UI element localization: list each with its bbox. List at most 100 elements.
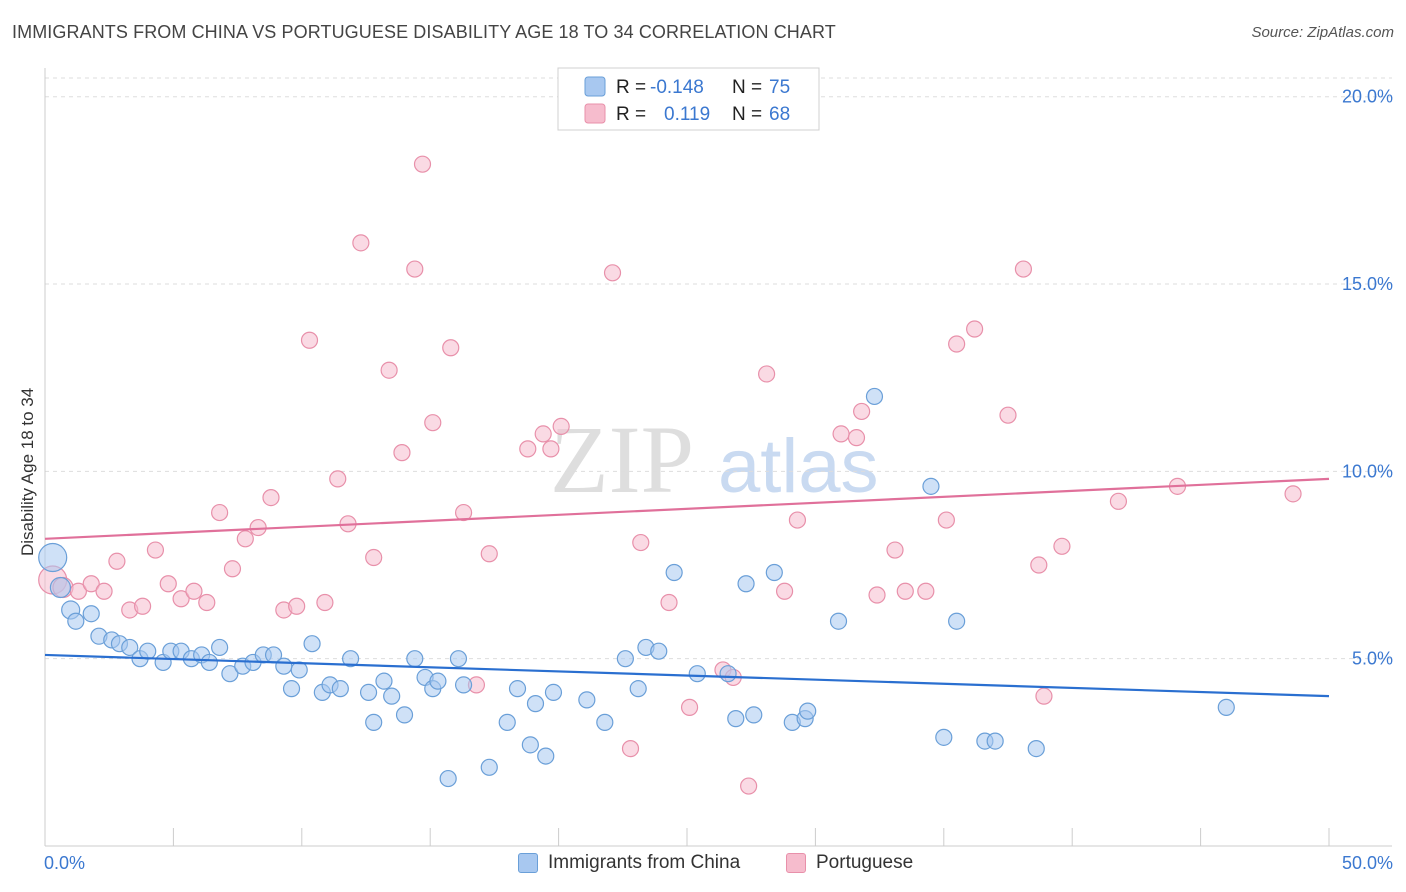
legend-swatch-china [584,76,606,97]
china-point [865,387,884,406]
legend-portuguese-r-label: R = [616,104,646,125]
y-tick-labels: 5.0% 10.0% 15.0% 20.0% [1342,87,1393,669]
legend-china-r-label: R = [616,77,646,98]
source-label: Source: ZipAtlas.com [1251,24,1394,41]
china-point [665,563,683,582]
portuguese-point [288,597,306,615]
china-point [521,736,539,754]
portuguese-point [853,402,871,421]
portuguese-point [937,511,955,529]
portuguese-point [534,425,552,443]
china-point [737,575,755,593]
china-point [67,612,85,630]
legend-portuguese-r-value: 0.119 [664,104,710,125]
portuguese-point [1014,260,1033,278]
china-point [596,713,614,731]
china-point [406,650,424,668]
portuguese-point [262,488,280,507]
portuguese-point [146,541,165,559]
portuguese-point [365,548,383,567]
portuguese-point [552,417,570,436]
portuguese-point [454,503,473,522]
china-point [454,676,473,694]
x-tick-label-min: 0.0% [44,853,85,873]
china-point [498,713,516,731]
china-point [948,612,966,630]
china-point [1217,698,1235,716]
y-tick-label: 15.0% [1342,274,1393,294]
portuguese-point [1030,556,1048,574]
trend-lines [44,477,1330,698]
portuguese-point [868,586,886,604]
portuguese-point [108,552,126,570]
portuguese-point [185,582,203,600]
portuguese-point [172,590,190,608]
legend-portuguese-n-label: N = [732,104,762,125]
portuguese-point [393,444,411,462]
portuguese-points [38,155,1302,795]
portuguese-point [133,597,152,615]
china-point [282,680,301,698]
portuguese-point [406,260,424,278]
legend-swatch-portuguese [584,103,606,124]
china-point [578,691,596,709]
portuguese-point [1284,485,1302,503]
legend-portuguese-n-value: 68 [769,104,790,125]
x-tick-label-max: 50.0% [1342,853,1393,873]
portuguese-point [896,582,914,600]
china-point [439,769,457,788]
legend-china-n-value: 75 [769,77,790,98]
portuguese-point [69,582,87,600]
china-point [986,732,1004,750]
china-point [200,653,218,672]
portuguese-point [775,582,794,600]
china-point [650,642,668,660]
china-point [38,542,68,573]
china-point [290,661,308,679]
portuguese-point [886,541,904,559]
china-point [544,683,563,702]
china-point [359,683,378,702]
china-point [765,563,783,582]
china-point [688,665,706,683]
china-point [275,657,293,675]
portuguese-point [82,575,100,593]
portuguese-point [680,698,699,716]
china-point [922,477,940,495]
portuguese-point [316,593,334,612]
portuguese-point [966,320,984,338]
portuguese-point [95,582,113,600]
axes [44,68,1392,847]
china-point [719,665,737,683]
portuguese-point [442,339,460,357]
portuguese-point [788,511,807,529]
y-tick-label: 5.0% [1352,649,1393,669]
china-point [508,680,527,698]
portuguese-point [352,234,370,252]
china-point [629,680,647,698]
bottom-legend-china: Immigrants from China [518,852,740,874]
china-point [480,758,498,776]
china-point [429,672,447,690]
portuguese-point [758,365,776,383]
stats-legend: R = -0.148 N = 75 R = 0.119 N = 68 [557,67,820,131]
portuguese-point [480,545,498,563]
china-point [526,695,545,713]
y-tick-label: 20.0% [1342,87,1393,107]
china-point [1027,739,1045,758]
portuguese-point [198,593,216,612]
portuguese-point [380,361,398,379]
portuguese-point [1109,492,1128,510]
china-point [616,650,634,668]
portuguese-point [223,560,242,578]
china-point [395,706,414,724]
china-points [38,387,1235,788]
china-point [799,702,817,720]
china-point [303,635,321,653]
china-point [211,638,229,657]
china-point [383,687,401,705]
portuguese-point [300,331,319,349]
legend-china-r-value: -0.148 [650,77,704,98]
china-point [49,576,72,599]
